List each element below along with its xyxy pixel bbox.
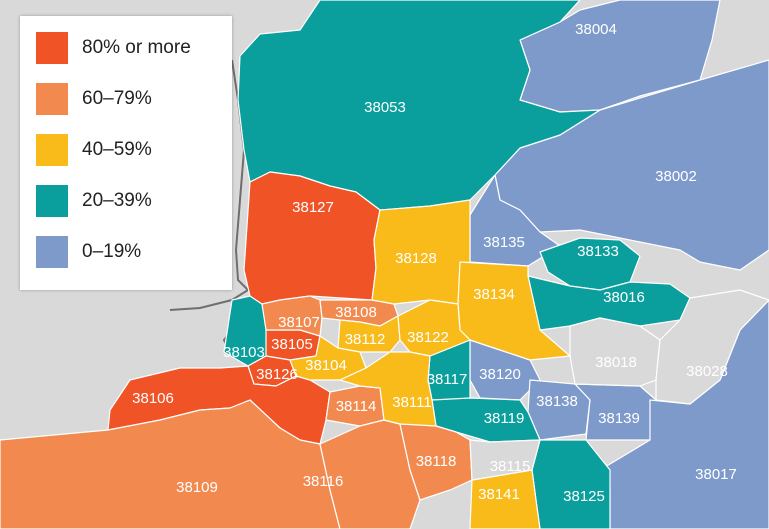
legend: 80% or more 60–79% 40–59% 20–39% 0–19% [20,16,232,290]
zip-label-38128: 38128 [395,250,437,267]
zip-label-38028: 38028 [686,363,728,380]
legend-label: 0–19% [82,241,142,262]
zip-labels: 38002 38004 38016 38017 38018 38028 38053 38103… [132,21,737,505]
zip-label-38103: 38103 [223,344,265,361]
zip-area-38111[interactable] [339,351,437,427]
legend-label: 80% or more [82,37,191,58]
legend-item-60-79: 60–79% [36,83,152,115]
legend-swatch [36,32,68,64]
zip-label-38107: 38107 [278,314,320,331]
zip-label-38109: 38109 [176,479,218,496]
zip-area-38109[interactable] [0,399,341,529]
zip-label-38139: 38139 [598,410,640,427]
legend-label: 20–39% [82,190,152,211]
legend-swatch [36,83,68,115]
zip-label-38104: 38104 [305,357,347,374]
legend-swatch [36,185,68,217]
zip-label-38117: 38117 [427,371,468,388]
legend-item-20-39: 20–39% [36,185,152,217]
zip-area-38115[interactable] [469,439,541,481]
legend-item-80-plus: 80% or more [36,32,191,64]
zip-area-38122[interactable] [397,299,471,357]
zip-label-38119: 38119 [484,410,525,427]
zip-label-38125: 38125 [563,488,605,505]
legend-swatch [36,236,68,268]
zip-label-38108: 38108 [335,304,377,321]
zip-label-38018: 38018 [595,354,637,371]
zip-label-38115: 38115 [490,458,531,475]
legend-swatch [36,134,68,166]
zip-label-38134: 38134 [473,286,515,303]
zip-area-38118[interactable] [383,419,473,501]
zip-label-38127: 38127 [292,199,334,216]
zip-label-38135: 38135 [483,234,525,251]
zip-label-38116: 38116 [303,473,344,490]
legend-label: 40–59% [82,139,152,160]
legend-item-40-59: 40–59% [36,134,152,166]
legend-item-0-19: 0–19% [36,236,141,268]
zip-label-38111: 38111 [392,394,432,411]
zip-label-38112: 38112 [345,331,386,348]
zip-label-38017: 38017 [695,466,737,483]
zip-label-38114: 38114 [336,398,377,415]
legend-label: 60–79% [82,88,152,109]
zip-label-38016: 38016 [603,289,645,306]
zip-area-38028[interactable] [655,289,769,405]
zip-label-38106: 38106 [132,390,174,407]
zip-area-38104[interactable] [289,335,367,381]
zip-label-38133: 38133 [577,243,619,260]
river-branch [169,299,233,311]
zip-label-38126: 38126 [256,366,298,383]
zip-label-38002: 38002 [655,168,697,185]
zip-label-38004: 38004 [575,21,617,38]
zip-label-38122: 38122 [407,329,449,346]
zip-label-38118: 38118 [416,453,457,470]
zip-label-38120: 38120 [479,366,521,383]
zip-label-38141: 38141 [478,486,520,503]
zip-label-38105: 38105 [271,336,313,353]
zip-label-38053: 38053 [364,99,406,116]
zip-label-38138: 38138 [536,393,578,410]
